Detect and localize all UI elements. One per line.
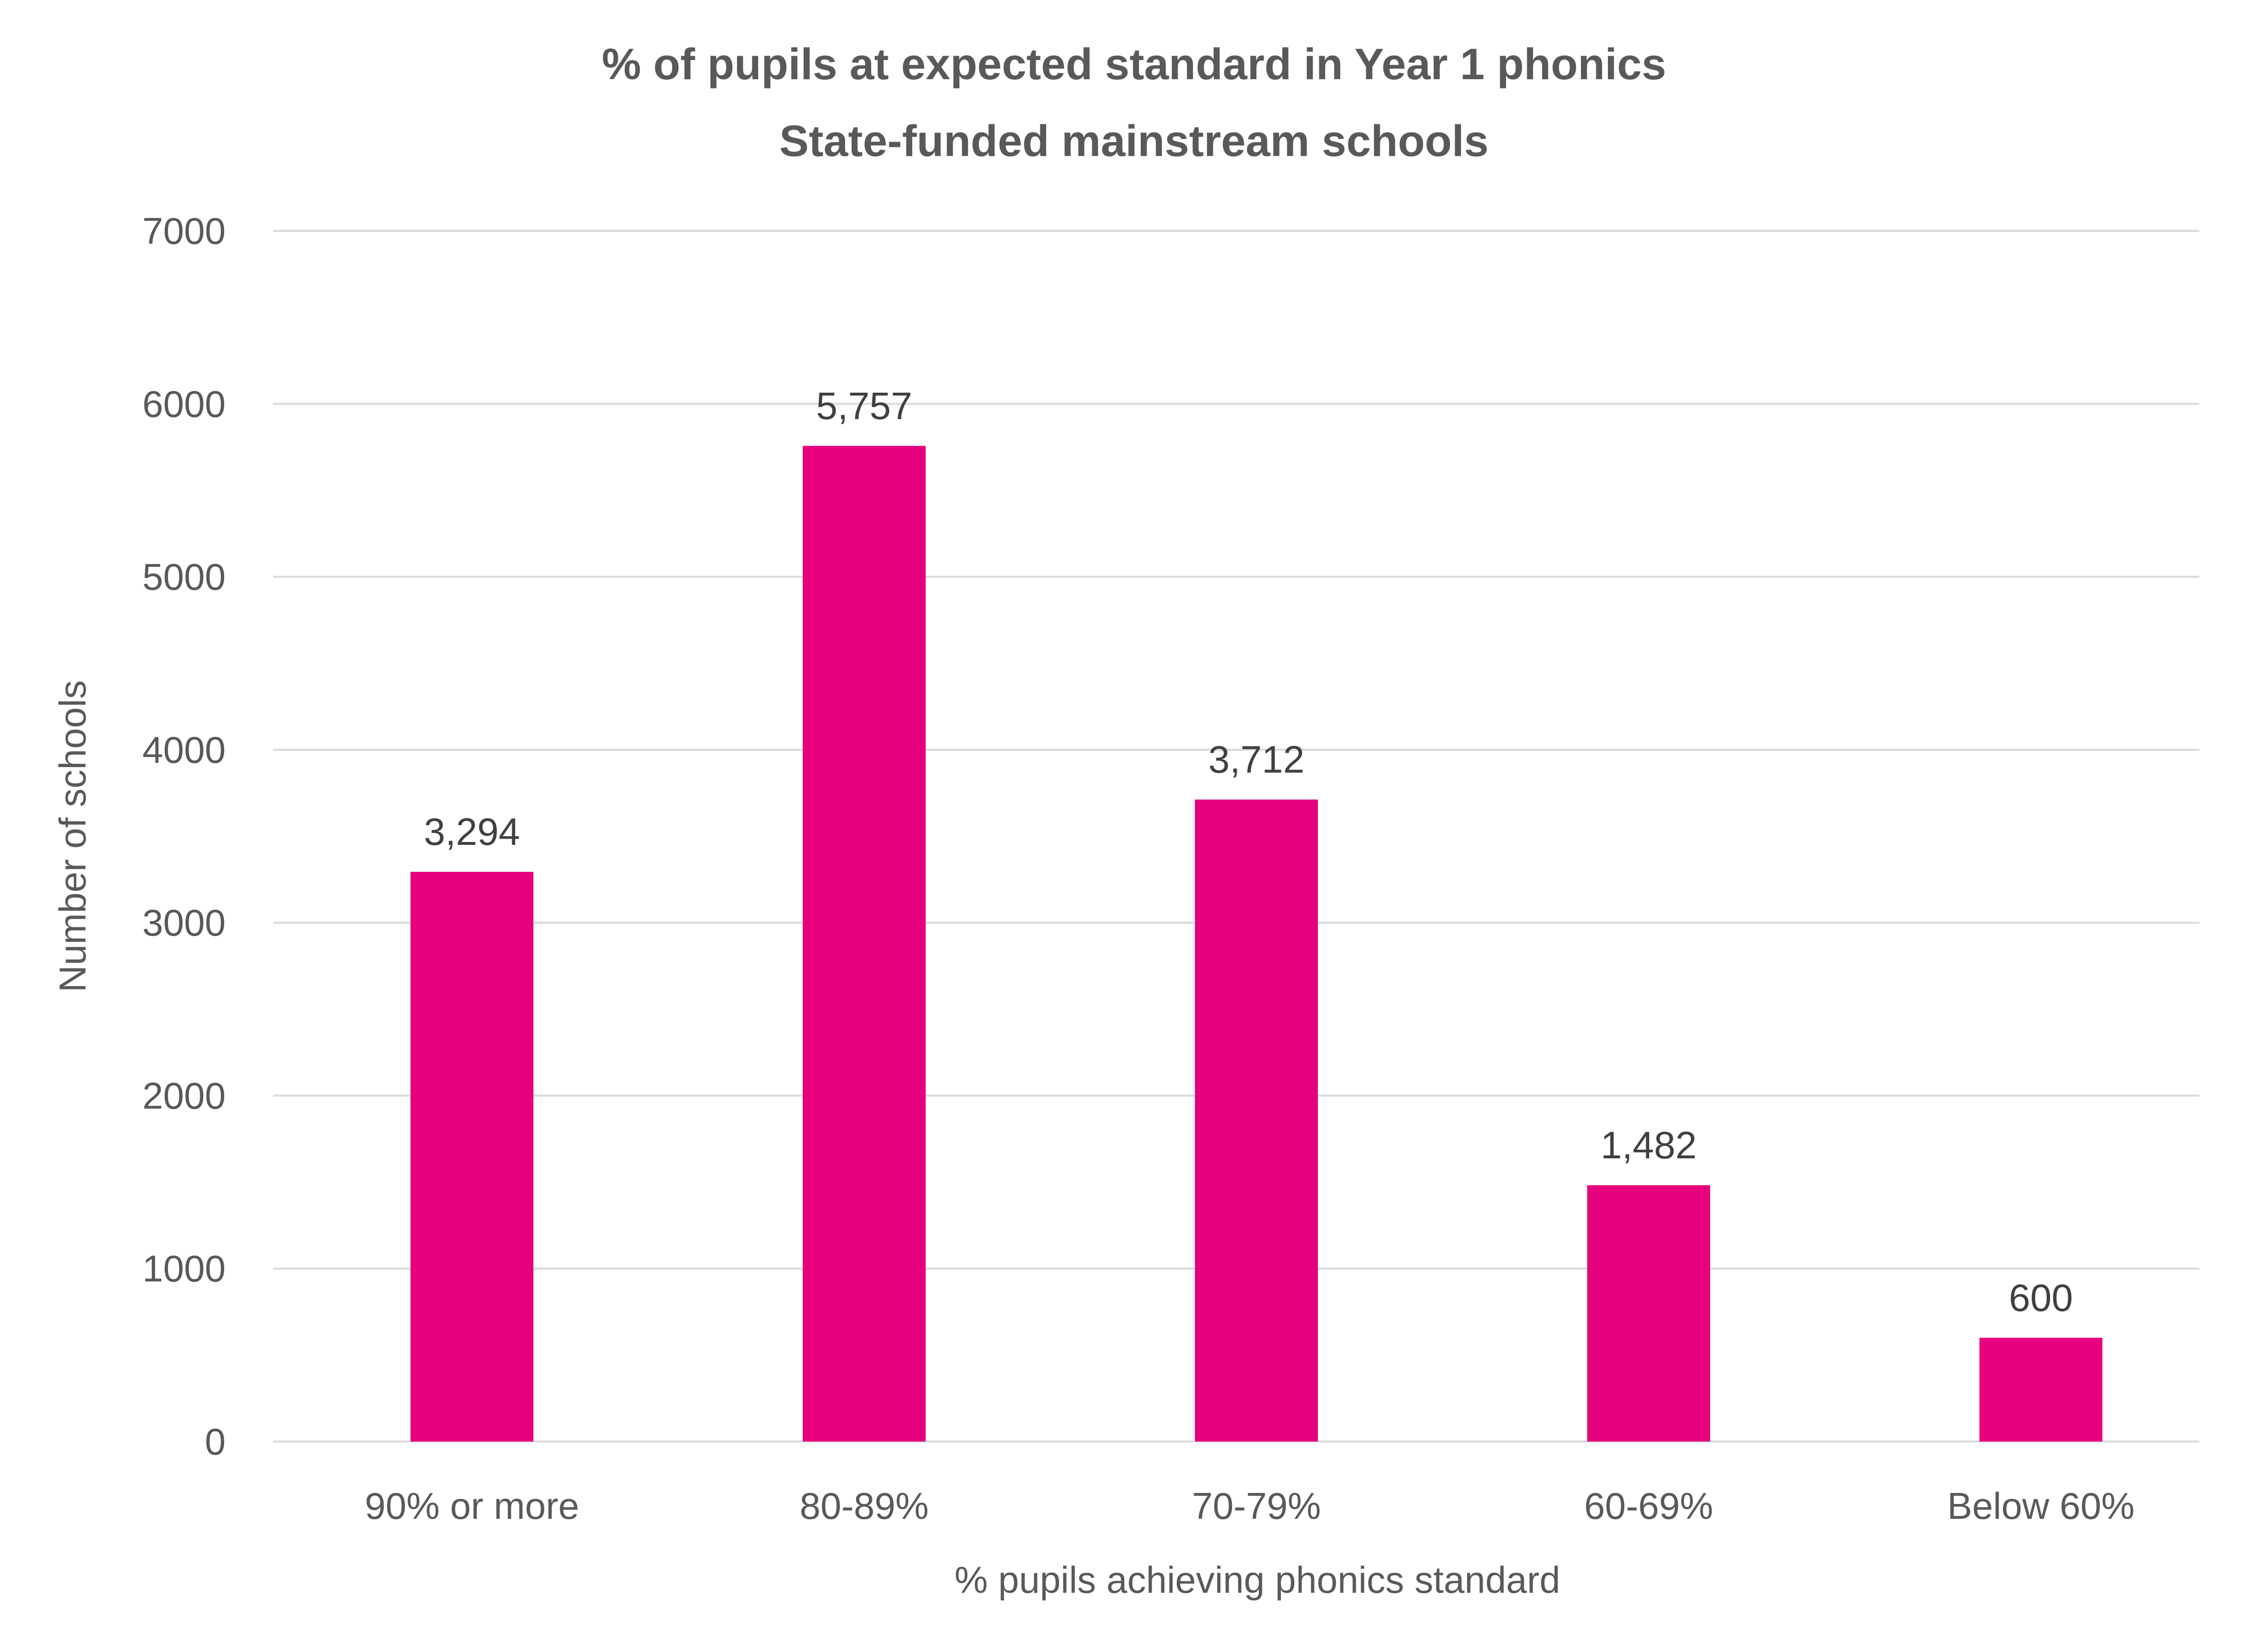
data-label: 3,294 — [424, 810, 520, 853]
bar — [410, 872, 533, 1442]
data-label: 5,757 — [816, 385, 912, 427]
x-tick-label: Below 60% — [1947, 1485, 2135, 1527]
bar — [803, 445, 926, 1442]
y-tick-label: 6000 — [142, 383, 226, 425]
x-tick-label: 80-89% — [800, 1485, 929, 1527]
y-tick-label: 7000 — [142, 210, 226, 252]
chart-subtitle: State-funded mainstream schools — [779, 117, 1488, 166]
bar — [1195, 799, 1318, 1442]
y-tick-label: 1000 — [142, 1248, 226, 1290]
data-label: 600 — [2009, 1276, 2073, 1319]
y-tick-label: 4000 — [142, 729, 226, 771]
y-tick-label: 2000 — [142, 1074, 226, 1117]
chart-title: % of pupils at expected standard in Year… — [602, 40, 1666, 89]
y-axis-title: Number of schools — [51, 680, 94, 992]
bar — [1979, 1337, 2102, 1442]
y-tick-label: 5000 — [142, 556, 226, 598]
data-label: 1,482 — [1601, 1124, 1697, 1166]
y-tick-label: 0 — [205, 1420, 226, 1463]
x-tick-label: 90% or more — [365, 1485, 579, 1527]
bar — [1587, 1185, 1710, 1442]
x-axis-title: % pupils achieving phonics standard — [954, 1559, 1560, 1601]
x-tick-label: 70-79% — [1192, 1485, 1321, 1527]
data-label: 3,712 — [1208, 738, 1304, 781]
x-tick-label: 60-69% — [1584, 1485, 1713, 1527]
y-tick-label: 3000 — [142, 902, 226, 944]
